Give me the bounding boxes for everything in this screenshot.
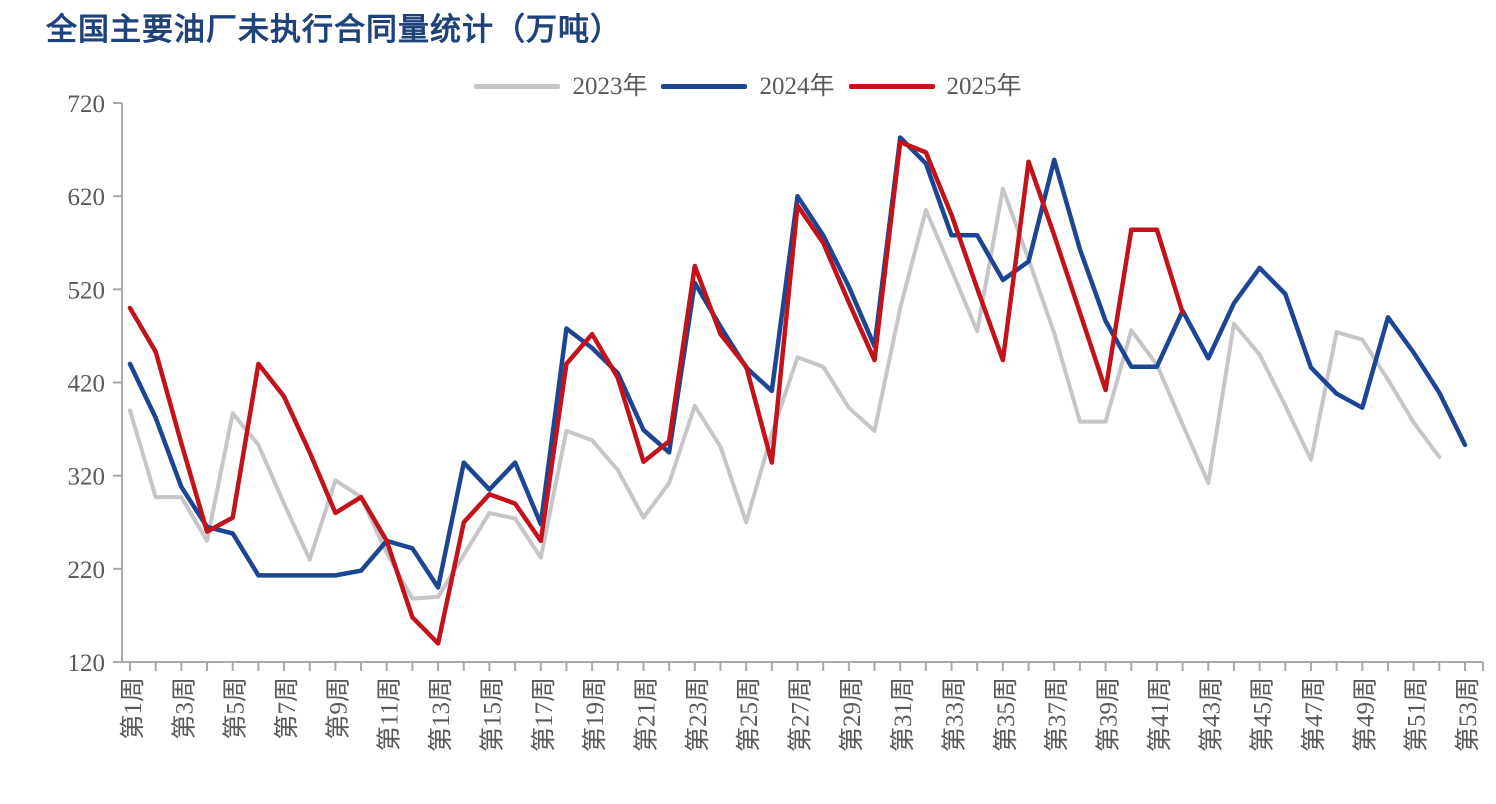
legend-swatch-2024 <box>661 84 748 89</box>
x-tick-label: 第1周 <box>119 677 147 740</box>
legend-label-2024: 2024年 <box>759 73 835 100</box>
y-tick-label: 120 <box>68 650 106 677</box>
x-tick-label: 第43周 <box>1197 677 1225 752</box>
x-tick-label: 第31周 <box>889 677 917 752</box>
x-tick-label: 第37周 <box>1043 677 1071 752</box>
series-line-2024年 <box>127 135 1468 590</box>
legend-item-2025: 2025年 <box>848 73 1022 100</box>
x-tick-label: 第27周 <box>787 677 815 752</box>
x-tick-label: 第47周 <box>1300 677 1328 752</box>
x-tick-label: 第35周 <box>992 677 1020 752</box>
x-tick-label: 第21周 <box>632 677 660 752</box>
series-line-2023年 <box>128 186 1442 601</box>
x-tick-label: 第5周 <box>222 677 250 740</box>
legend-swatch-2023 <box>474 84 561 89</box>
x-tick-label: 第33周 <box>941 677 969 752</box>
y-tick-label: 720 <box>68 91 106 118</box>
legend: 2023年 2024年 2025年 <box>0 74 1496 99</box>
x-tick-label: 第9周 <box>324 677 352 740</box>
x-tick-label: 第29周 <box>838 677 866 752</box>
x-tick-label: 第17周 <box>530 677 558 752</box>
x-tick-label: 第19周 <box>581 677 609 752</box>
legend-label-2023: 2023年 <box>572 73 648 100</box>
y-tick-label: 320 <box>68 464 106 491</box>
y-tick-label: 220 <box>68 557 106 584</box>
x-tick-label: 第39周 <box>1095 677 1123 752</box>
legend-item-2024: 2024年 <box>661 73 835 100</box>
legend-label-2025: 2025年 <box>946 73 1022 100</box>
x-tick-label: 第13周 <box>427 677 455 752</box>
chart-title: 全国主要油厂未执行合同量统计（万吨） <box>46 12 622 47</box>
x-tick-label: 第53周 <box>1454 677 1482 752</box>
series-line-2025年 <box>127 139 1185 646</box>
x-tick-label: 第49周 <box>1351 677 1379 752</box>
x-tick-label: 第3周 <box>170 677 198 740</box>
x-tick-label: 第23周 <box>684 677 712 752</box>
x-tick-label: 第7周 <box>273 677 301 740</box>
legend-swatch-2025 <box>848 84 935 89</box>
y-tick-label: 420 <box>68 371 106 398</box>
x-tick-label: 第25周 <box>735 677 763 752</box>
y-tick-label: 520 <box>68 277 106 304</box>
x-tick-label: 第51周 <box>1403 677 1431 752</box>
x-tick-label: 第45周 <box>1249 677 1277 752</box>
x-tick-label: 第11周 <box>376 677 404 751</box>
legend-item-2023: 2023年 <box>474 74 647 99</box>
y-tick-label: 620 <box>68 184 106 211</box>
x-tick-label: 第15周 <box>478 677 506 752</box>
x-tick-label: 第41周 <box>1146 677 1174 752</box>
